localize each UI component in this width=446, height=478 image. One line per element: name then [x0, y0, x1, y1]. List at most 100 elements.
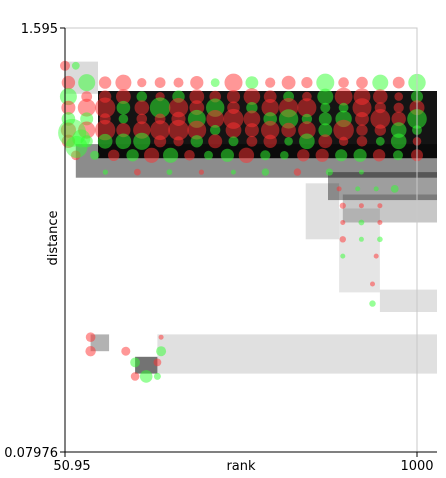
data-point-0-1 [71, 61, 80, 70]
data-point-7-2 [108, 149, 120, 161]
y-tick-label-bottom: 0.07976 [4, 446, 58, 461]
data-point-1-13 [301, 77, 313, 89]
data-point-6-3 [115, 133, 132, 150]
data-point-11-1 [358, 219, 365, 226]
data-point-4-9 [223, 108, 244, 129]
data-point-1-3 [115, 74, 132, 91]
data-point-5-1 [78, 121, 96, 139]
band-10 [157, 334, 437, 374]
data-point-5-11 [261, 120, 280, 140]
data-point-6-18 [390, 133, 407, 150]
data-point-12-0 [339, 236, 346, 243]
data-point-2-18 [394, 92, 404, 101]
data-point-7-6 [184, 150, 195, 161]
data-point-17-2 [156, 346, 167, 357]
data-point-1-11 [265, 77, 276, 88]
data-point-3-4 [134, 100, 150, 115]
data-point-3-2 [94, 97, 116, 118]
data-point-halo-2 [72, 129, 91, 148]
data-point-1-18 [392, 76, 405, 89]
data-point-6-12 [284, 137, 293, 146]
data-point-19-0 [130, 372, 140, 381]
data-point-5-5 [150, 120, 171, 140]
data-point-6-5 [154, 135, 167, 148]
data-point-4-4 [136, 113, 148, 125]
data-point-18-1 [153, 358, 162, 367]
data-point-1-1 [78, 74, 96, 92]
data-point-11-0 [340, 220, 346, 225]
data-point-9-0 [336, 186, 342, 192]
data-point-5-13 [298, 121, 316, 139]
data-point-12-2 [377, 236, 383, 243]
data-point-5-17 [374, 124, 386, 136]
data-point-7-5 [163, 147, 179, 163]
data-point-6-1 [80, 135, 93, 148]
data-point-8-5 [261, 168, 270, 176]
data-point-5-18 [390, 122, 407, 138]
data-point-7-11 [280, 151, 289, 160]
data-point-2-4 [136, 91, 148, 102]
data-point-17-0 [85, 346, 96, 357]
data-point-7-10 [260, 150, 271, 161]
data-point-8-6 [293, 168, 302, 176]
data-point-2-15 [334, 87, 353, 106]
data-point-1-12 [281, 75, 296, 90]
data-point-7-16 [372, 149, 386, 162]
data-point-19-1 [139, 370, 153, 383]
data-point-14-0 [370, 281, 375, 287]
data-point-6-8 [208, 134, 223, 149]
data-point-6-2 [97, 133, 113, 149]
band-5 [305, 183, 340, 240]
data-point-8-2 [166, 169, 173, 176]
data-point-6-14 [318, 134, 333, 149]
data-point-2-10 [243, 88, 261, 105]
data-point-2-14 [317, 88, 334, 105]
band-4 [342, 194, 437, 223]
data-point-6-10 [246, 135, 258, 147]
data-point-5-9 [225, 122, 242, 138]
data-point-1-16 [356, 76, 368, 89]
data-point-7-13 [315, 148, 329, 162]
data-point-3-14 [320, 102, 331, 113]
data-point-4-14 [318, 112, 332, 126]
data-point-4-17 [370, 109, 391, 129]
data-point-1-14 [316, 73, 335, 92]
data-point-5-8 [210, 124, 221, 136]
data-point-1-7 [190, 76, 204, 90]
data-point-1-17 [372, 74, 389, 91]
data-point-halo-1 [65, 135, 88, 158]
data-point-6-15 [338, 136, 349, 146]
data-point-6-11 [263, 134, 277, 148]
data-point-3-1 [77, 98, 96, 117]
data-point-6-7 [190, 135, 203, 148]
data-point-17-1 [121, 346, 131, 356]
data-point-3-11 [261, 99, 279, 117]
data-point-5-3 [116, 123, 131, 138]
data-point-8-8 [358, 169, 364, 175]
data-point-5-6 [168, 119, 189, 141]
data-point-1-10 [245, 76, 259, 89]
data-point-3-5 [149, 97, 171, 118]
data-point-6-13 [299, 133, 315, 150]
data-point-6-6 [173, 136, 184, 147]
data-point-7-17 [393, 150, 403, 161]
data-point-13-1 [373, 253, 379, 259]
data-point-7-7 [204, 150, 213, 160]
y-axis-label: distance [46, 210, 61, 265]
data-point-19-2 [153, 372, 161, 380]
data-point-18-0 [130, 357, 141, 368]
data-point-1-0 [61, 75, 76, 90]
data-point-2-9 [226, 90, 241, 104]
data-point-3-16 [352, 98, 372, 118]
data-point-10-0 [339, 202, 346, 209]
data-point-8-0 [102, 169, 108, 175]
data-point-1-4 [137, 78, 147, 88]
data-point-2-7 [189, 89, 205, 104]
data-point-3-18 [393, 102, 404, 113]
data-point-9-2 [373, 186, 379, 192]
data-point-16-0 [85, 332, 96, 343]
data-point-7-8 [220, 148, 234, 162]
data-point-4-18 [391, 111, 406, 127]
data-point-15-0 [369, 300, 376, 307]
